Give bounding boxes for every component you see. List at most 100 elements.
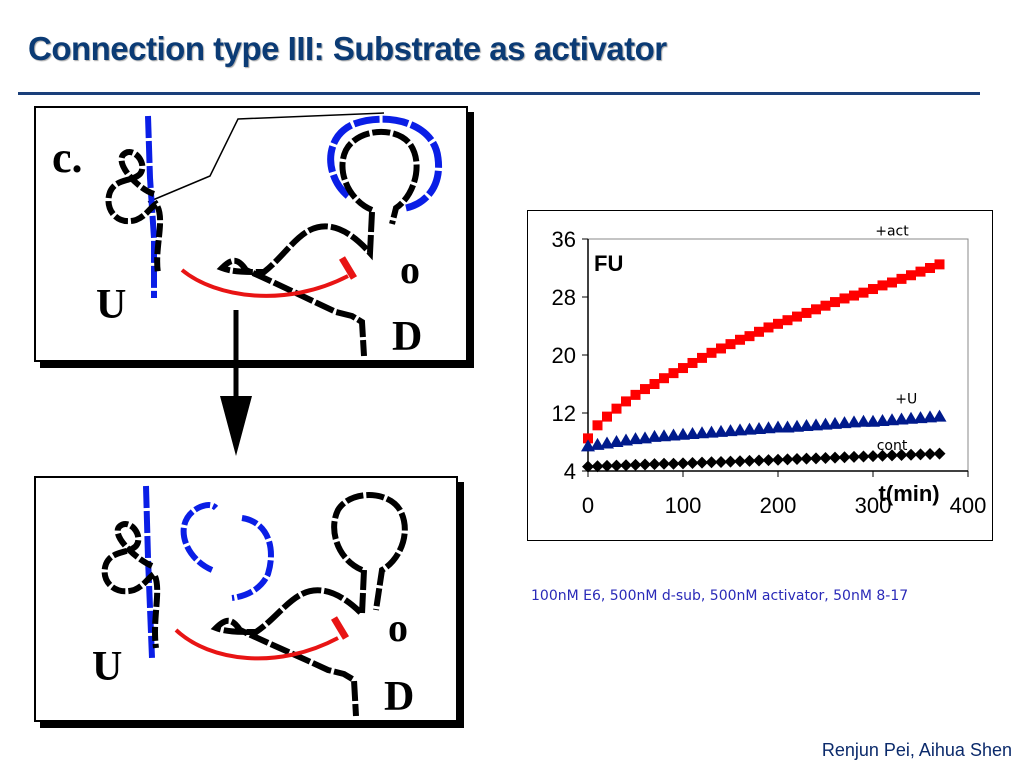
data-point-cont (696, 456, 708, 469)
red-arc (174, 628, 339, 661)
data-point-cont (610, 459, 623, 472)
data-point-u (685, 427, 700, 440)
label-o: o (400, 247, 420, 292)
d-loop-black (331, 492, 408, 611)
data-point-cont (639, 458, 651, 471)
data-point-act (640, 384, 650, 395)
data-point-u (885, 413, 899, 426)
data-point-act (763, 322, 774, 333)
slide-title: Connection type III: Substrate as activa… (28, 30, 667, 67)
data-point-cont (601, 459, 613, 472)
data-point-act (849, 290, 859, 301)
data-point-cont (734, 455, 746, 468)
data-point-cont (895, 449, 908, 462)
x-tick-label: 400 (950, 493, 987, 518)
y-tick-label: 28 (552, 285, 576, 310)
data-point-act (801, 307, 812, 318)
data-point-act (630, 389, 641, 400)
label-d: D (384, 674, 415, 720)
data-point-u (647, 429, 662, 442)
data-point-u (733, 423, 747, 436)
data-point-act (583, 433, 593, 444)
callout-line (147, 112, 385, 203)
data-point-cont (810, 452, 822, 465)
data-point-u (923, 410, 937, 423)
data-point-cont (838, 451, 851, 464)
u-strand-blue (143, 485, 155, 659)
data-point-cont (658, 457, 670, 470)
data-point-u (657, 429, 671, 442)
data-point-u (790, 419, 804, 432)
x-tick-label: 100 (665, 493, 702, 518)
label-o: o (388, 605, 408, 650)
data-point-cont (905, 448, 917, 461)
data-point-u (714, 424, 728, 437)
data-point-cont (933, 447, 946, 460)
data-point-act (744, 331, 755, 342)
data-point-act (611, 403, 622, 414)
label-u: U (96, 282, 127, 328)
data-point-act (782, 315, 793, 326)
data-point-u (809, 418, 823, 431)
panel-bottom: U o D (34, 476, 458, 722)
data-point-u (847, 415, 861, 428)
data-point-u (913, 411, 928, 424)
data-point-act (706, 347, 717, 358)
data-point-cont (686, 457, 699, 470)
data-point-u (837, 416, 852, 429)
data-point-act (877, 280, 888, 291)
data-point-act (887, 277, 897, 288)
data-point-act (687, 357, 698, 368)
data-point-cont (800, 452, 813, 465)
data-point-cont (743, 454, 756, 467)
data-point-u (818, 417, 833, 430)
data-point-u (752, 421, 766, 434)
data-point-act (649, 379, 660, 389)
panel-letter: c. (52, 133, 83, 182)
fluorescence-chart: 4 12 20 28 36 0 100 200 300 400 FU t(min) +act +U cont (527, 210, 993, 541)
data-point-cont (829, 451, 841, 464)
data-point-cont (914, 448, 927, 461)
data-point-cont (772, 453, 784, 466)
y-tick-label: 20 (552, 343, 576, 368)
data-point-act (659, 373, 669, 384)
data-point-u (704, 425, 719, 438)
red-arc-end (338, 256, 358, 280)
chart-svg: 4 12 20 28 36 0 100 200 300 400 FU t(min) +act +U cont (552, 223, 987, 518)
data-point-u (723, 424, 738, 437)
released-blue-right (231, 515, 274, 601)
data-point-cont (753, 454, 765, 467)
data-point-cont (715, 455, 727, 468)
data-point-cont (724, 455, 737, 468)
x-tick-label: 200 (760, 493, 797, 518)
data-point-u (676, 427, 690, 440)
data-point-cont (582, 460, 594, 473)
panel-top-diagram (105, 112, 443, 357)
data-point-u (628, 432, 643, 445)
released-blue-left (180, 502, 219, 573)
data-point-act (716, 343, 726, 354)
data-point-act (820, 300, 831, 311)
label-u: U (92, 644, 123, 690)
data-point-u (666, 428, 681, 441)
data-point-act (697, 352, 707, 363)
y-tick-label: 36 (552, 227, 576, 252)
data-point-act (839, 293, 850, 304)
data-point-act (915, 266, 926, 277)
data-point-cont (924, 447, 936, 460)
data-point-u (761, 421, 776, 434)
conditions-caption: 100nM E6, 500nM d-sub, 500nM activator, … (531, 588, 909, 604)
y-tick-label: 12 (552, 401, 576, 426)
x-tick-label: 300 (855, 493, 892, 518)
d-strand-black (210, 569, 367, 717)
data-point-act (868, 284, 878, 295)
y-axis-label: FU (594, 251, 623, 276)
series-label: cont (877, 438, 908, 454)
data-point-cont (867, 450, 879, 463)
data-point-u (866, 414, 880, 427)
data-point-cont (629, 458, 642, 471)
data-point-u (771, 420, 785, 433)
data-point-cont (705, 456, 718, 469)
data-point-u (904, 411, 918, 424)
u-hairpin-black (101, 521, 161, 649)
